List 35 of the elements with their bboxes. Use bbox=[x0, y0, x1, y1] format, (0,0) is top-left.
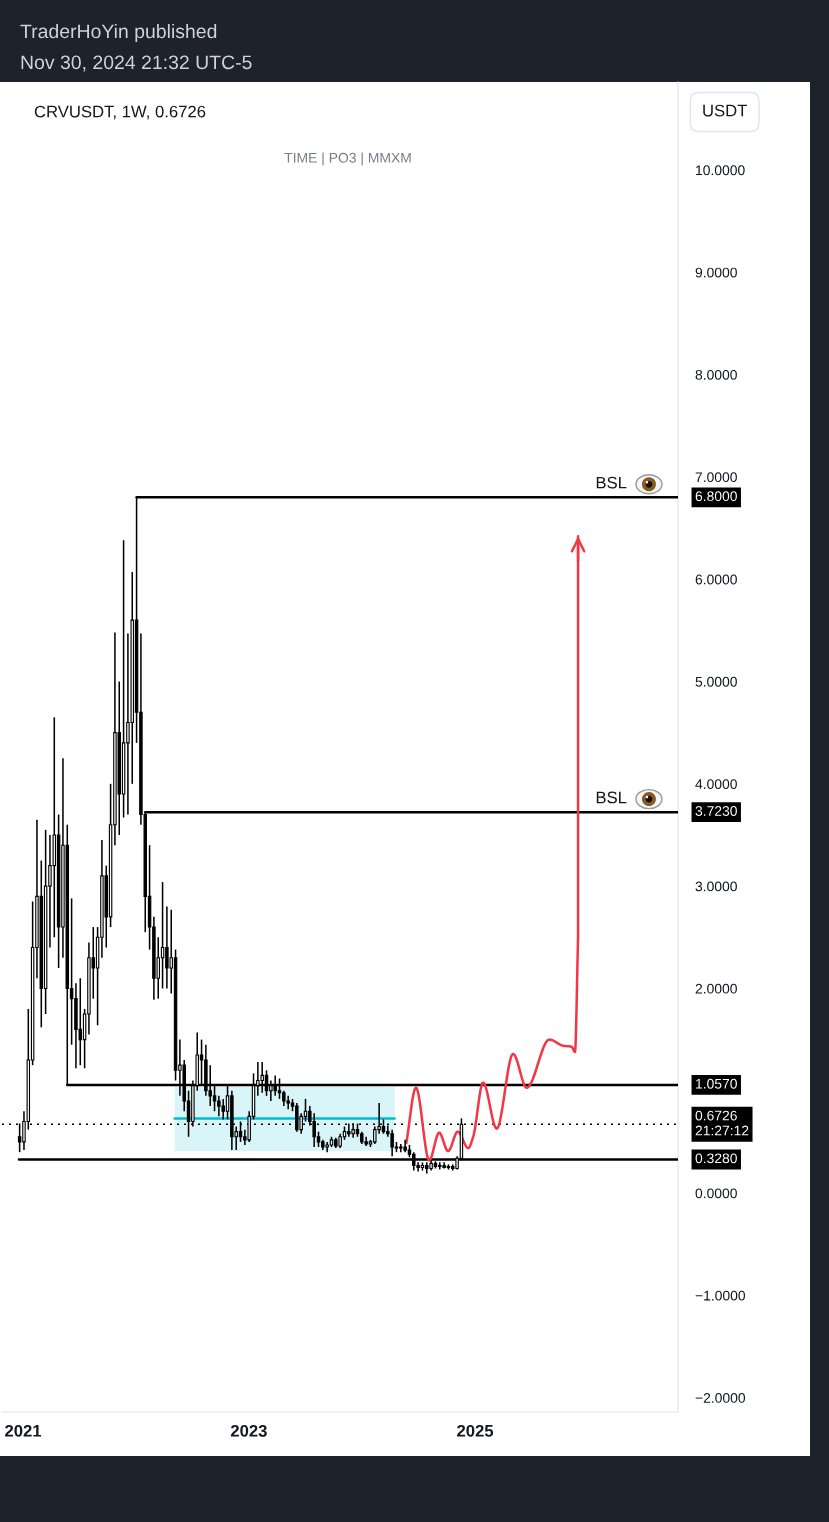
data-label: 6.8000 bbox=[695, 491, 737, 502]
ref-line-label: 0.6726 21:27:12 bbox=[695, 1110, 749, 1136]
y-tick-label: 9.0000 bbox=[695, 267, 737, 278]
y-tick-label: 0.0000 bbox=[695, 1188, 737, 1199]
y-tick-label: 6.0000 bbox=[695, 574, 737, 585]
text: Nov 30, 2024 21:32 UTC-5 bbox=[21, 55, 252, 72]
y-tick-label: 2.0000 bbox=[695, 983, 737, 994]
data-label: 0.3280 bbox=[695, 1153, 737, 1164]
y-tick-label: 5.0000 bbox=[695, 676, 737, 687]
y-tick-label: −2.0000 bbox=[695, 1393, 746, 1403]
text: TIME | PO3 | MMXM bbox=[284, 152, 411, 166]
candlestick bbox=[78, 977, 83, 1066]
candlestick bbox=[217, 1095, 221, 1118]
text: TraderHoYin published bbox=[20, 23, 217, 43]
text: CRVUSDT, 1W, 0.6726 bbox=[34, 105, 206, 120]
y-tick-label: −1.0000 bbox=[695, 1290, 746, 1301]
annotation: BSL bbox=[596, 476, 627, 489]
candlestick bbox=[165, 905, 169, 990]
x-tick-label: 2025 bbox=[457, 1424, 494, 1437]
annotation: BSL bbox=[596, 791, 627, 804]
candlestick bbox=[390, 1128, 394, 1157]
candlestick bbox=[221, 1098, 225, 1121]
x-tick-label: 2023 bbox=[230, 1424, 267, 1437]
data-label: 3.7230 bbox=[695, 806, 737, 816]
y-tick-label: 8.0000 bbox=[695, 369, 737, 380]
y-axis-title: USDT bbox=[703, 104, 747, 117]
y-tick-label: 3.0000 bbox=[695, 881, 737, 892]
candlestick bbox=[351, 1122, 355, 1139]
candlestick bbox=[295, 1102, 299, 1133]
y-tick-label: 7.0000 bbox=[695, 472, 737, 483]
candlestick bbox=[286, 1095, 290, 1110]
data-label: 1.0570 bbox=[696, 1078, 737, 1089]
y-tick-label: 4.0000 bbox=[695, 779, 737, 789]
x-tick-label: 2021 bbox=[5, 1424, 42, 1437]
y-tick-label: 10.0000 bbox=[696, 165, 745, 176]
